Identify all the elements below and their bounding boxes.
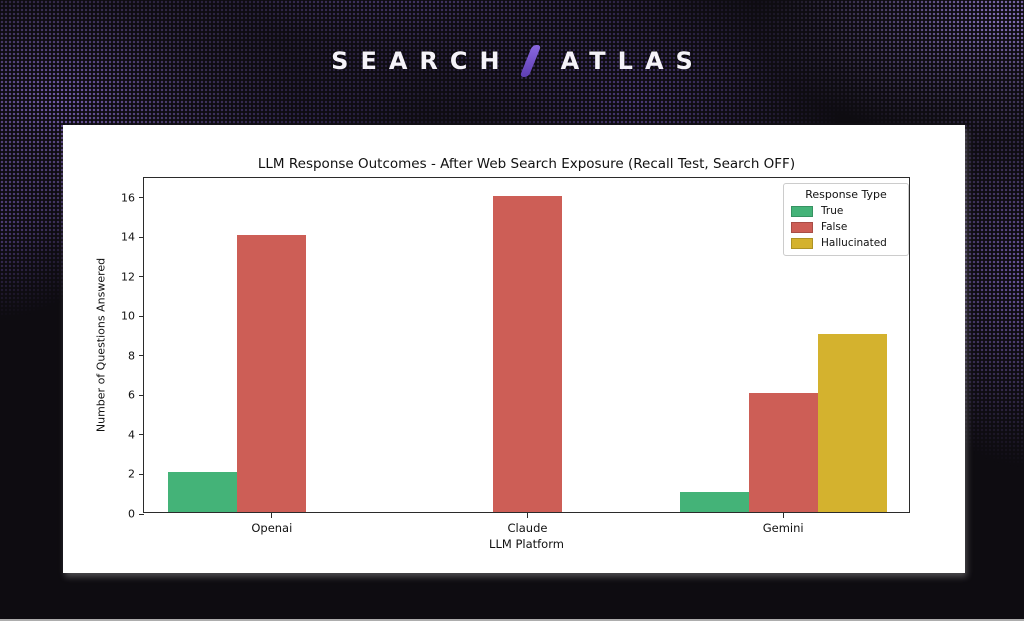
logo-word-atlas: ATLAS — [560, 47, 705, 75]
y-tick-mark — [139, 315, 144, 317]
y-tick-mark — [139, 236, 144, 238]
legend-label: False — [821, 221, 848, 233]
legend-swatch-hallucinated — [791, 237, 813, 249]
bar-false-gemini — [748, 393, 818, 512]
x-axis-label: LLM Platform — [489, 537, 564, 551]
bar-false-openai — [237, 235, 307, 512]
y-tick-mark — [139, 394, 144, 396]
y-tick-mark — [139, 473, 144, 475]
chart-card: LLM Response Outcomes - After Web Search… — [63, 125, 965, 573]
y-axis-label: Number of Questions Answered — [94, 257, 108, 433]
legend-item-hallucinated: Hallucinated — [791, 237, 901, 249]
y-tick-mark — [139, 197, 144, 199]
y-tick-label: 14 — [121, 230, 135, 244]
bar-hallucinated-gemini — [817, 334, 887, 512]
legend-swatch-true — [791, 205, 813, 217]
x-tick-label: Gemini — [762, 521, 804, 535]
y-tick-label: 12 — [121, 270, 135, 284]
y-tick-mark — [139, 513, 144, 515]
y-tick-mark — [139, 434, 144, 436]
x-tick-label: Openai — [251, 521, 293, 535]
legend-swatch-false — [791, 221, 813, 233]
y-tick-label: 16 — [121, 191, 135, 205]
y-tick-label: 0 — [128, 507, 135, 521]
legend-label: True — [821, 205, 844, 217]
legend-title: Response Type — [805, 188, 887, 201]
logo-word-search: SEARCH — [331, 47, 512, 75]
legend: Response Type True False Hallucinated — [783, 183, 909, 256]
logo-slash-icon — [519, 45, 542, 77]
x-tick-mark — [271, 513, 273, 518]
y-tick-label: 6 — [128, 388, 135, 402]
search-atlas-logo: SEARCH ATLAS — [0, 44, 1024, 78]
bar-true-gemini — [679, 492, 749, 512]
y-tick-label: 4 — [128, 428, 135, 442]
plot-area: Response Type True False Hallucinated 0 2 4 6… — [121, 177, 910, 535]
y-tick-mark — [139, 276, 144, 278]
legend-item-true: True — [791, 205, 901, 217]
y-tick-label: 8 — [128, 349, 135, 363]
x-tick-mark — [527, 513, 528, 518]
bar-false-claude — [493, 195, 562, 512]
legend-label: Hallucinated — [821, 237, 887, 249]
bar-true-openai — [168, 472, 238, 512]
y-tick-label: 10 — [121, 309, 135, 323]
x-tick-mark — [782, 513, 784, 518]
y-tick-mark — [139, 355, 144, 357]
chart-title: LLM Response Outcomes - After Web Search… — [257, 156, 796, 172]
x-tick-label: Claude — [507, 521, 548, 535]
y-tick-label: 2 — [128, 467, 135, 481]
legend-item-false: False — [791, 221, 901, 233]
